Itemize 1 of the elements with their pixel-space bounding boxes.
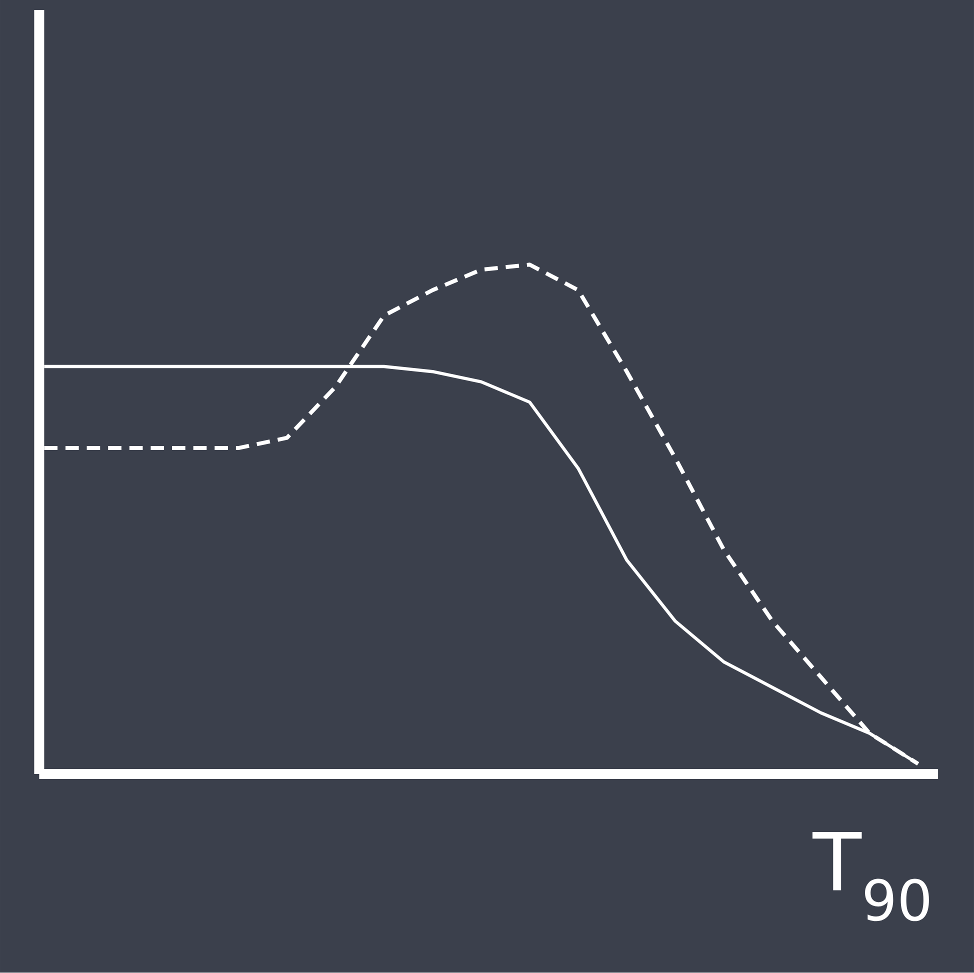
- x-axis-title: T$_{90}$: [812, 832, 929, 922]
